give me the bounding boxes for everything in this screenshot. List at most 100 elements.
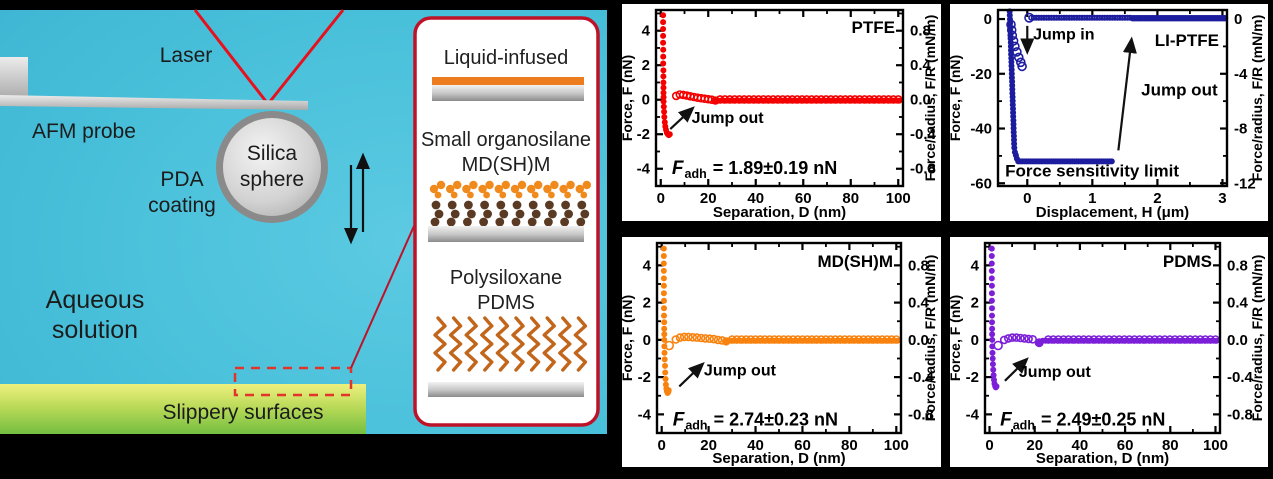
- laser-label: Laser: [160, 44, 213, 67]
- organosilane-label-line2: MD(SH)M: [462, 154, 551, 176]
- x-axis-label: Separation, D (nm): [712, 450, 845, 467]
- afm-probe-label: AFM probe: [32, 120, 136, 143]
- polysiloxane-label-line2: PDMS: [477, 292, 535, 314]
- probe-base: [0, 57, 28, 100]
- y-tick-label: -2: [966, 369, 979, 386]
- chart-panel-ptfe: 0 20 40 60 80 100 4 2 0 -2 -4 0.8 0.4 0.0 -0.4 -0.8 Jump…: [619, 4, 941, 221]
- zoom-connector-line: [350, 225, 415, 369]
- y-tick-label: -40: [970, 121, 992, 138]
- chart-li_ptfe: 0 1 2 3 0 -20 -40 -60 0 -4 -8 -12 Jump in Jump out For…: [947, 8, 1265, 221]
- x-tick-label: 0: [657, 190, 665, 207]
- y-tick-label: 0: [642, 92, 650, 109]
- annotation-arrow: [678, 361, 705, 388]
- chart-pdms: 0 20 40 60 80 100420-2-40.80.40.0-0.4-0.8Jump…: [947, 241, 1265, 467]
- x-tick-label: 60: [794, 437, 811, 454]
- pda-label-line2: coating: [148, 194, 216, 217]
- pda-label-line1: PDA: [160, 168, 203, 191]
- aqueous-label-line2: solution: [52, 316, 138, 344]
- y-tick-label: -2: [637, 126, 650, 143]
- r-tick-label: -0.8: [910, 161, 936, 178]
- chart-title: PDMS: [1163, 252, 1212, 271]
- y-tick-label: -4: [966, 406, 980, 423]
- x-tick-label: 40: [1072, 437, 1089, 454]
- series-contact-retract: [660, 245, 672, 396]
- polysiloxane-label-line1: Polysiloxane: [450, 267, 562, 289]
- cantilever: [0, 95, 308, 110]
- r-tick-label: 0.0: [1227, 332, 1248, 349]
- y-axis-label-right: Force/radius, F/R (mN/m): [1249, 255, 1265, 421]
- y-tick-label: -4: [638, 406, 652, 423]
- y-axis-label-left: Force, F (nN): [947, 295, 963, 381]
- x-tick-label: 80: [841, 437, 858, 454]
- y-tick-label: 4: [971, 257, 980, 274]
- r-tick-label: -12: [1234, 175, 1256, 192]
- series-contact-retract: [988, 245, 1000, 391]
- annotation-text: Jump out: [1141, 81, 1218, 100]
- x-tick-label: 40: [747, 190, 764, 207]
- series-baseline-open: [727, 335, 901, 344]
- chart-title: PTFE: [852, 18, 895, 37]
- y-tick-label: -2: [638, 369, 651, 386]
- slippery-surface-band: [0, 384, 366, 434]
- y-axis-label-right: Force/radius, F/R (mN/m): [922, 255, 938, 421]
- pdms-substrate: [428, 382, 584, 397]
- y-tick-label: 0: [643, 332, 651, 349]
- y-axis-label-right: Force/radius, F/R (mN/m): [1249, 15, 1265, 181]
- series-bottom-flat: [1015, 158, 1115, 165]
- zoom-region-box: [233, 366, 353, 397]
- series-approach-zero: [1028, 14, 1134, 21]
- annotation-arrow: [1004, 357, 1029, 382]
- y-tick-label: 2: [643, 295, 651, 312]
- silica-sphere: [223, 118, 321, 216]
- y-axis-label-right: Force/radius, F/R (mN/m): [922, 15, 938, 181]
- plot-frame: [983, 241, 1222, 435]
- r-tick-label: -0.8: [908, 406, 934, 423]
- slippery-label: Slippery surfaces: [162, 401, 323, 424]
- adhesion-force-value: Fadh = 1.89±0.19 nN: [672, 158, 837, 181]
- x-tick-label: 100: [1203, 437, 1228, 454]
- adhesion-force-value: Fadh = 2.49±0.25 nN: [1000, 410, 1165, 433]
- silica-label-line1: Silica: [247, 142, 298, 165]
- r-tick-label: -8: [1234, 121, 1247, 138]
- chart-panel-mdshm: 0 20 40 60 80 100 4 2 0 -2 -4 0.8 0.4 0.0 -0.4 -0.8 Jump…: [619, 237, 941, 467]
- y-tick-label: -60: [970, 175, 992, 192]
- afm-schematic-svg: Laser AFM probe Silica sphere PDA coatin…: [0, 9, 607, 434]
- y-tick-label: 2: [971, 295, 979, 312]
- mdshm-molecules: [429, 180, 591, 227]
- r-tick-label: 0.0: [910, 92, 931, 109]
- liquid-infused-label: Liquid-infused: [444, 47, 569, 69]
- r-tick-label: -4: [1234, 66, 1248, 83]
- r-tick-label: -0.4: [1227, 369, 1254, 386]
- chart-panel-li-ptfe: 0 1 2 3 0 -20 -40 -60 0 -4 -8 -12 Jump in Jump out For…: [947, 4, 1268, 221]
- pdms-polymer-chains: [433, 316, 588, 372]
- y-axis-label-left: Force, F (nN): [619, 55, 635, 141]
- series-final-zero: [1129, 15, 1229, 22]
- x-tick-label: 0: [1023, 190, 1031, 207]
- series-approach-noncontact: [671, 332, 727, 345]
- x-axis-label: Separation, D (nm): [1036, 450, 1169, 467]
- x-tick-label: 0: [985, 437, 993, 454]
- chart-ptfe: 0 20 40 60 80 100420-2-40.80.40.0-0.4-0.8Jump…: [619, 8, 938, 221]
- y-tick-label: -20: [970, 66, 992, 83]
- chart-mdshm: 0 20 40 60 80 100420-2-40.80.40.0-0.4-0.8Jump…: [619, 241, 938, 467]
- infused-liquid-layer: [432, 77, 584, 85]
- y-tick-label: 4: [643, 257, 652, 274]
- y-tick-label: 4: [642, 23, 651, 40]
- x-tick-label: 100: [884, 437, 909, 454]
- r-tick-label: 0: [1234, 11, 1242, 28]
- plot-frame: [996, 8, 1229, 188]
- x-tick-label: 60: [795, 190, 812, 207]
- series-baseline-open: [1044, 335, 1220, 344]
- r-tick-label: -0.4: [910, 126, 937, 143]
- series-contact-retract: [660, 12, 673, 139]
- chart-panel-pdms: 0 20 40 60 80 100 4 2 0 -2 -4 0.8 0.4 0.0 -0.4 -0.8 Jump…: [947, 237, 1268, 467]
- series-approach-noncontact: [671, 90, 717, 104]
- x-axis-label: Displacement, H (μm): [1036, 204, 1189, 221]
- r-tick-label: -0.4: [908, 369, 935, 386]
- y-tick-label: 0: [984, 11, 992, 28]
- y-axis-label-left: Force, F (nN): [947, 55, 963, 141]
- y-axis-label-left: Force, F (nN): [619, 295, 635, 381]
- annotation-arrow: [1117, 36, 1137, 151]
- series-approach-noncontact: [999, 333, 1037, 345]
- series-near-line-circle: [993, 340, 1003, 351]
